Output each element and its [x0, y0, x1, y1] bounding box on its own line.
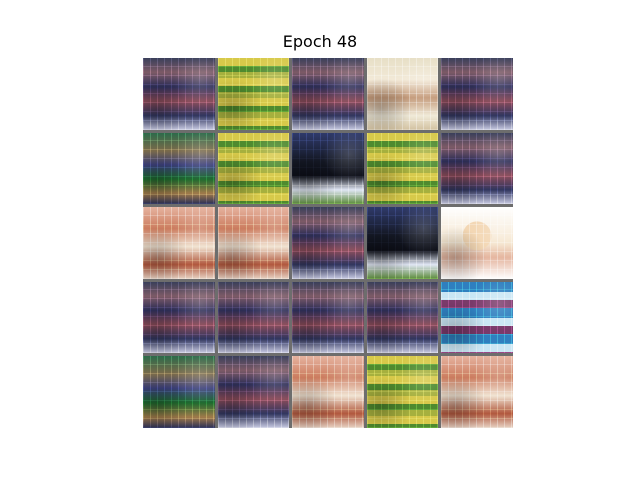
generated-image-tile: [143, 58, 215, 130]
generated-image-tile: [143, 132, 215, 205]
generated-image-tile: [441, 281, 513, 354]
generated-image-tile: [143, 356, 215, 428]
generated-image-tile: [143, 207, 215, 279]
generated-image-tile: [217, 356, 290, 428]
generated-image-tile: [292, 356, 364, 428]
figure-title: Epoch 48: [282, 32, 358, 51]
generated-image-tile: [143, 281, 215, 354]
generated-image-tile: [366, 356, 439, 428]
generated-image-grid: [143, 58, 513, 428]
generated-image-tile: [217, 132, 290, 205]
generated-image-tile: [217, 281, 290, 354]
generated-image-tile: [441, 356, 513, 428]
generated-image-tile: [292, 207, 364, 279]
generated-image-tile: [217, 207, 290, 279]
generated-image-tile: [217, 58, 290, 130]
generated-image-tile: [292, 281, 364, 354]
generated-image-tile: [366, 281, 439, 354]
generated-image-tile: [366, 207, 439, 279]
generated-image-tile: [441, 58, 513, 130]
generated-image-tile: [366, 58, 439, 130]
generated-image-tile: [292, 58, 364, 130]
generated-image-tile: [441, 132, 513, 205]
generated-image-tile: [366, 132, 439, 205]
generated-image-tile: [292, 132, 364, 205]
generated-image-tile: [441, 207, 513, 279]
